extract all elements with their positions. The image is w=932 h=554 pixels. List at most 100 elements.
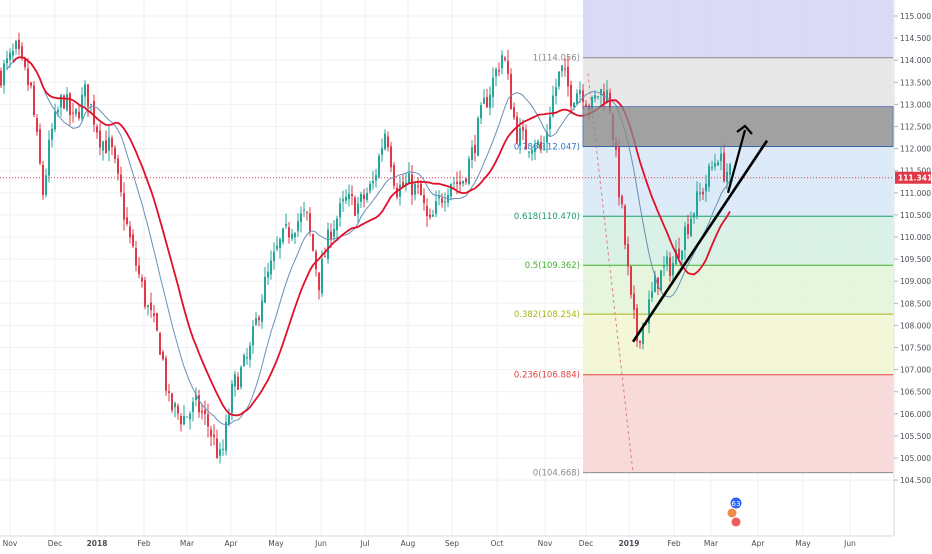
candle-body [507, 60, 509, 74]
candle-body [423, 195, 425, 204]
candle-body [162, 351, 164, 360]
candle-body [114, 147, 116, 159]
candle-body [591, 97, 593, 110]
candle-body [96, 126, 98, 133]
price-tick-label: 109.500 [900, 255, 931, 264]
candle-body [222, 449, 224, 451]
time-tick-label: Oct [491, 539, 504, 548]
price-tick-label: 110.000 [900, 233, 931, 242]
candle-body [270, 260, 272, 275]
price-tick-label: 115.000 [900, 12, 931, 21]
candle-body [687, 224, 689, 235]
candle-body [42, 164, 44, 196]
candle-body [72, 112, 74, 114]
candle-body [510, 73, 512, 110]
candle-body [18, 39, 20, 50]
event-badges: 63 [726, 496, 743, 528]
candle-body [351, 194, 353, 196]
candle-body [627, 243, 629, 267]
time-tick-label: Dec [579, 539, 594, 548]
time-axis[interactable]: Nov Dec 2018 Feb Mar Apr May Jun Jul Aug Sep Oct Nov… [0, 535, 894, 548]
candle-body [513, 107, 515, 118]
event-badge-icon[interactable] [729, 496, 743, 510]
candle-body [384, 133, 386, 150]
candle-body [462, 180, 464, 184]
candle-body [249, 345, 251, 360]
time-tick-label: Feb [137, 539, 151, 548]
earnings-badge-icon[interactable] [730, 516, 742, 528]
candle-body [366, 193, 368, 200]
candle-body [438, 196, 440, 199]
time-tick-label: May [268, 539, 284, 548]
candle-body [552, 95, 554, 116]
candle-body [21, 46, 23, 58]
candle-body [519, 128, 521, 146]
price-tick-label: 104.500 [900, 476, 931, 485]
candle-body [678, 248, 680, 259]
candle-body [177, 405, 179, 414]
candle-body [606, 90, 608, 103]
candle-body [135, 248, 137, 266]
candle-body [561, 65, 563, 72]
price-tick-label: 105.500 [900, 432, 931, 441]
candle-body [288, 227, 290, 238]
candle-body [201, 410, 203, 413]
time-tick-label: Jun [314, 539, 327, 548]
time-tick-label: Mar [180, 539, 195, 548]
candle-body [648, 299, 650, 324]
candle-body [54, 111, 56, 130]
candle-body [27, 68, 29, 85]
price-tick-label: 110.500 [900, 211, 931, 220]
candle-body [93, 100, 95, 125]
candle-body [279, 238, 281, 249]
fib-label-0: 0(104.668) [533, 469, 580, 479]
candle-body [471, 147, 473, 160]
candle-body [258, 317, 260, 321]
candle-body [234, 374, 236, 387]
candle-body [372, 181, 374, 184]
candle-body [345, 196, 347, 201]
candle-body [498, 70, 500, 72]
candle-body [699, 192, 701, 195]
candle-body [642, 324, 644, 344]
candle-body [210, 429, 212, 437]
dividend-badge-icon[interactable] [726, 507, 738, 519]
candle-body [267, 271, 269, 278]
candle-body [663, 265, 665, 268]
fib-zone-0.382 [583, 314, 893, 375]
candle-body [348, 193, 350, 200]
candle-body [66, 94, 68, 111]
candle-body [396, 187, 398, 198]
candle-body [291, 234, 293, 239]
candle-body [39, 129, 41, 164]
candle-body [189, 413, 191, 420]
fib-extension-zone [583, 0, 893, 58]
price-tick-label: 113.000 [900, 100, 931, 109]
candle-body [522, 127, 524, 131]
candle-body [603, 91, 605, 104]
candle-body [336, 218, 338, 231]
current-price-badge [895, 171, 931, 184]
candle-body [309, 213, 311, 232]
candle-body [90, 104, 92, 106]
candle-body [300, 213, 302, 222]
fib-label-0.236: 0.236(106.884) [514, 371, 580, 381]
candle-body [714, 163, 716, 167]
price-tick-label: 114.500 [900, 34, 931, 43]
candle-body [567, 66, 569, 87]
candle-body [540, 141, 542, 149]
candle-body [651, 291, 653, 298]
candle-body [357, 203, 359, 214]
candle-body [57, 110, 59, 113]
candle-body [15, 41, 17, 49]
candle-body [120, 174, 122, 193]
candle-body [108, 137, 110, 151]
candle-body [666, 256, 668, 265]
price-axis[interactable]: 115.000 114.500 114.000 113.500 113.000 112.5… [893, 0, 932, 536]
moving-average-slow [6, 56, 731, 426]
candle-body [261, 300, 263, 322]
candle-body [12, 50, 14, 56]
candle-body [273, 251, 275, 262]
candle-body [129, 226, 131, 238]
candle-body [444, 201, 446, 203]
